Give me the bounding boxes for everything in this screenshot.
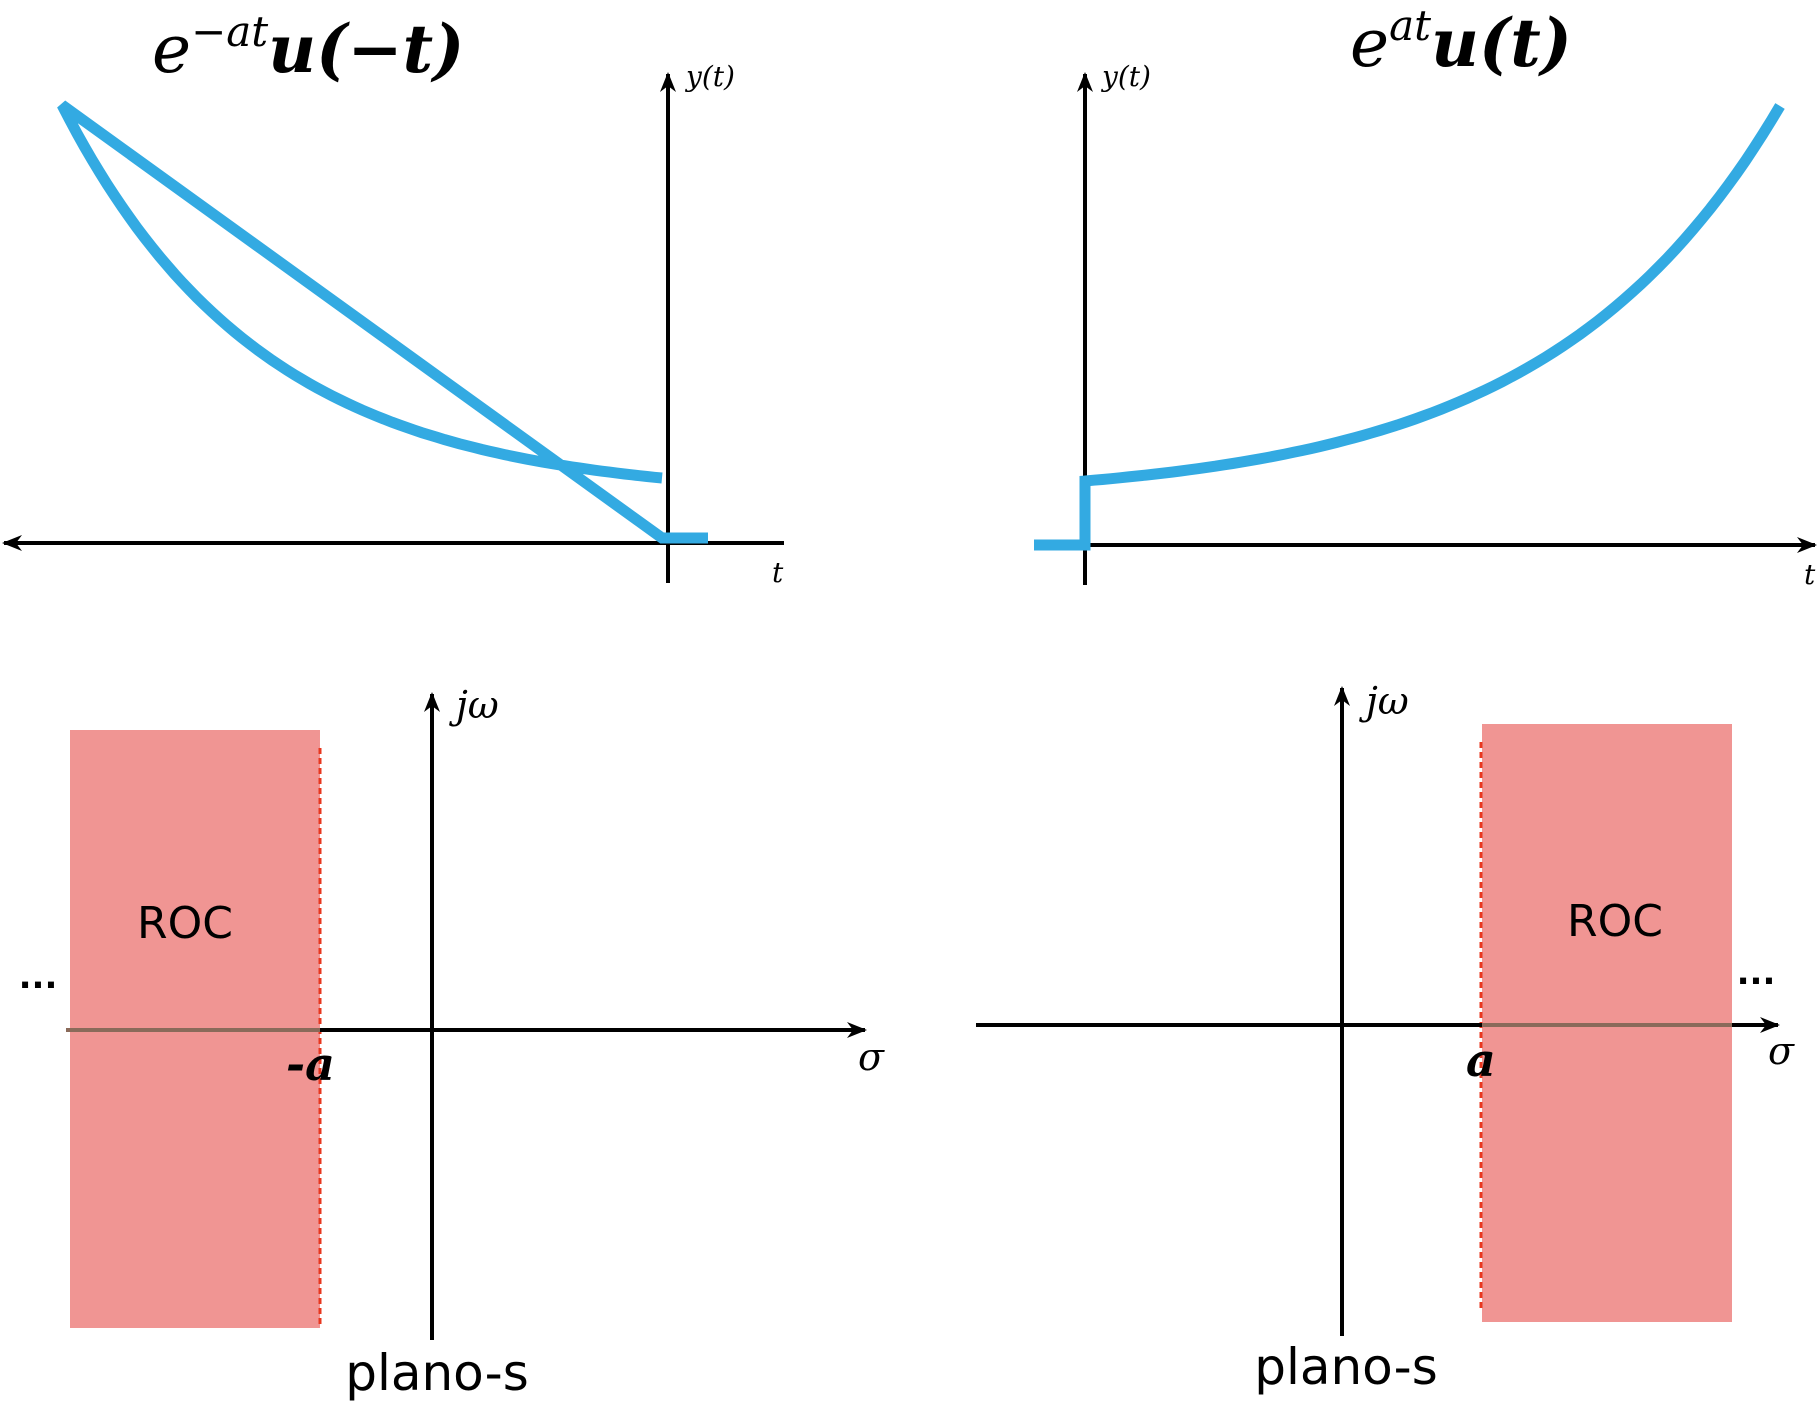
t-axis-label-left: t [772, 556, 784, 589]
ellipsis-right: ... [1737, 953, 1776, 993]
s-plane-left: ROC ... jω σ -a plano-s [19, 683, 885, 1402]
jw-axis-label-left: jω [449, 683, 499, 727]
plane-label-left: plano-s [345, 1344, 529, 1402]
plot-top-left: e−atu(−t) y(t) t [2, 7, 784, 589]
pole-label-left: -a [286, 1037, 335, 1091]
sigma-axis-label-left: σ [858, 1035, 885, 1079]
roc-label-left: ROC [137, 898, 233, 949]
pole-label-right: a [1466, 1033, 1496, 1087]
plane-label-right: plano-s [1254, 1338, 1438, 1396]
ellipsis-left: ... [19, 957, 58, 997]
title-top-right: eatu(t) [1350, 1, 1572, 82]
signal-curve-right [1034, 103, 1785, 551]
y-axis-label-left: y(t) [684, 60, 735, 93]
sigma-axis-label-right: σ [1768, 1029, 1795, 1073]
roc-label-right: ROC [1567, 896, 1663, 947]
signal-curve-left [57, 100, 708, 544]
plot-top-right: eatu(t) y(t) t [1034, 1, 1817, 591]
y-axis-label-right: y(t) [1100, 60, 1151, 93]
t-axis-label-right: t [1804, 558, 1816, 591]
s-plane-right: ROC ... jω σ a plano-s [976, 679, 1795, 1396]
jw-axis-label-right: jω [1359, 679, 1409, 723]
title-top-left: e−atu(−t) [152, 7, 464, 88]
